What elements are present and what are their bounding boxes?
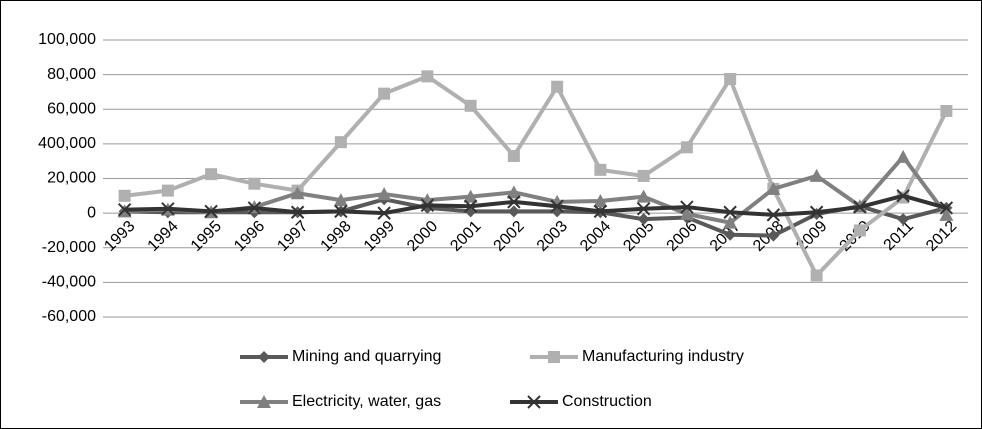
marker [940,104,953,117]
marker [258,351,270,363]
marker [766,181,781,195]
marker [551,80,564,93]
marker [118,189,131,202]
marker [636,202,651,216]
marker [680,200,694,214]
marker [117,202,132,217]
marker [809,205,824,219]
marker [810,269,823,282]
marker [333,193,348,207]
marker [767,229,780,242]
marker [421,70,434,83]
marker [723,205,737,219]
marker [766,208,781,222]
marker [637,213,650,226]
marker [896,189,910,203]
marker [809,168,824,182]
marker [248,177,261,190]
marker [527,395,541,409]
legend-label: Mining and quarrying [292,348,441,365]
marker [506,185,521,199]
marker [507,149,520,162]
marker [507,195,521,209]
y-tick-label: 80,000 [47,66,96,83]
marker [679,206,694,220]
marker [204,204,218,219]
marker [290,186,305,200]
marker [420,198,435,213]
marker [464,99,477,112]
marker [594,163,607,176]
marker [548,351,560,363]
marker [290,205,305,219]
marker [161,202,175,216]
y-tick-label: 400,000 [38,135,96,152]
marker [334,204,348,219]
marker [257,395,271,408]
y-tick-label: 60,000 [47,100,96,117]
marker [593,194,608,208]
y-tick-label: -40,000 [42,274,96,291]
marker [853,200,867,214]
marker [247,201,262,215]
series-line [124,74,949,278]
marker [205,168,218,181]
marker [724,228,737,241]
marker [636,189,651,203]
y-tick-label: -60,000 [42,308,96,325]
marker [724,72,737,85]
marker [853,224,866,237]
marker [680,141,693,154]
marker [939,201,954,215]
marker [637,169,650,182]
marker [896,149,911,163]
marker [377,206,391,220]
series-line [124,193,947,217]
legend-label: Construction [562,393,652,410]
legend-label: Electricity, water, gas [292,393,441,410]
marker [161,184,174,197]
y-tick-label: 20,000 [47,170,96,187]
y-tick-label: 0 [87,204,96,221]
series-line [124,197,947,238]
marker [463,189,478,203]
marker [550,199,564,213]
marker [334,136,347,149]
marker [378,87,391,100]
marker [463,199,478,213]
y-tick-label: -20,000 [42,239,96,256]
marker [723,215,738,229]
series-line [124,154,948,225]
marker [593,204,608,219]
marker [507,205,520,218]
marker [377,187,392,201]
legend-label: Manufacturing industry [582,348,744,365]
marker [897,213,910,226]
marker [939,207,954,221]
y-tick-label: 100,000 [38,31,96,48]
